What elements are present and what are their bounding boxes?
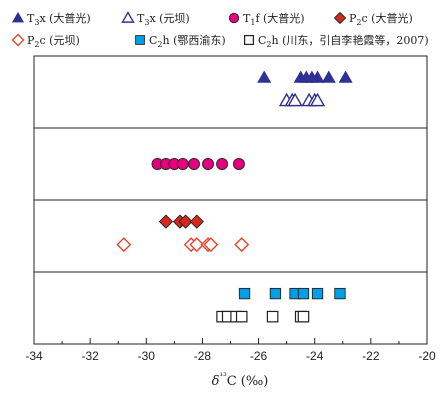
series-2 bbox=[151, 158, 245, 170]
legend-marker bbox=[228, 12, 240, 24]
legend-entry: C2h (鄂西渝东) bbox=[135, 33, 226, 49]
series-0 bbox=[257, 70, 353, 83]
legend-marker bbox=[333, 11, 347, 25]
data-point bbox=[238, 287, 251, 300]
legend-label: T3x (大普光) bbox=[27, 11, 91, 27]
x-tick-label: -20 bbox=[418, 349, 436, 363]
data-point bbox=[235, 310, 248, 323]
data-point bbox=[297, 310, 310, 323]
legend-label: T1f (大普光) bbox=[243, 11, 305, 27]
x-tick-label: -22 bbox=[362, 349, 380, 363]
legend-marker bbox=[11, 33, 25, 47]
data-point bbox=[311, 287, 324, 300]
legend-entry: T3x (大普光) bbox=[11, 11, 91, 27]
data-point bbox=[189, 237, 205, 253]
x-tick-label: -34 bbox=[25, 349, 43, 363]
data-point bbox=[309, 92, 326, 107]
data-point bbox=[216, 158, 229, 170]
data-point bbox=[321, 70, 336, 83]
data-point bbox=[297, 287, 310, 300]
legend-label: C2h (鄂西渝东) bbox=[149, 33, 226, 49]
data-point bbox=[176, 158, 189, 170]
data-point bbox=[158, 214, 174, 229]
legend-entry: P2c (元坝) bbox=[11, 33, 80, 49]
data-point bbox=[189, 214, 204, 229]
legend-marker bbox=[244, 34, 255, 45]
legend-marker bbox=[11, 11, 25, 23]
data-point bbox=[234, 237, 250, 253]
legend-label: P2c (元坝) bbox=[27, 33, 80, 49]
legend: T3x (大普光) T3x (元坝) T1f (大普光) P2c (大普光) P2c (… bbox=[11, 11, 429, 49]
data-point bbox=[257, 70, 272, 83]
legend-marker bbox=[121, 11, 135, 23]
data-point bbox=[188, 158, 200, 170]
legend-label: T3x (元坝) bbox=[137, 11, 190, 27]
data-point bbox=[287, 92, 303, 107]
legend-label: C2h (川东，引自李艳霞等，2007) bbox=[258, 33, 429, 49]
x-axis-label: δ¹³C (‰) bbox=[212, 372, 269, 389]
x-tick-label: -30 bbox=[138, 349, 156, 363]
legend-label: P2c (大普光) bbox=[349, 11, 413, 27]
series-1 bbox=[278, 92, 326, 107]
legend-marker bbox=[135, 35, 145, 45]
series-6 bbox=[216, 310, 310, 323]
x-axis: -34 -32 -30 -28 -26 -24 -22 -20 bbox=[25, 338, 436, 363]
data-point bbox=[334, 287, 346, 300]
data-point bbox=[269, 287, 282, 300]
x-tick-label: -26 bbox=[250, 349, 268, 363]
legend-entry: T3x (元坝) bbox=[121, 11, 190, 27]
data-point bbox=[338, 70, 353, 83]
data-point bbox=[116, 237, 132, 253]
data-point bbox=[202, 158, 215, 170]
data-point bbox=[266, 310, 279, 323]
series-3 bbox=[158, 214, 204, 229]
data-point bbox=[310, 70, 325, 83]
series-5 bbox=[238, 287, 346, 300]
data-point bbox=[178, 214, 193, 229]
plot-area bbox=[33, 55, 428, 345]
x-tick-label: -24 bbox=[306, 349, 324, 363]
data-point bbox=[203, 237, 219, 253]
legend-entry: P2c (大普光) bbox=[333, 11, 413, 27]
x-tick-label: -28 bbox=[194, 349, 212, 363]
data-point bbox=[232, 158, 245, 170]
legend-entry: C2h (川东，引自李艳霞等，2007) bbox=[244, 33, 429, 49]
legend-entry: T1f (大普光) bbox=[228, 11, 305, 27]
x-tick-label: -32 bbox=[81, 349, 99, 363]
series-4 bbox=[116, 237, 250, 253]
